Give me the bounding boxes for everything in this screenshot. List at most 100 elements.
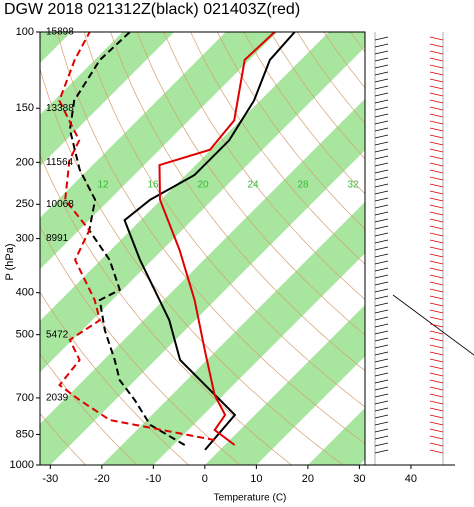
wind-barb <box>374 316 389 321</box>
dry-adiabat <box>216 32 365 230</box>
dry-adiabat <box>40 353 138 465</box>
dry-adiabat <box>163 32 365 300</box>
wind-barb <box>374 260 389 265</box>
wind-barb <box>374 106 389 111</box>
wind-barb <box>429 176 444 181</box>
wind-barb <box>429 197 444 202</box>
wind-barb <box>429 414 444 419</box>
mixing-ratio-label: 28 <box>297 180 309 191</box>
dry-adiabat <box>40 153 292 465</box>
wind-barbs <box>374 32 474 465</box>
wind-barb <box>429 57 444 62</box>
wind-barb <box>429 421 444 426</box>
wind-barb <box>374 134 389 139</box>
y-tick-label: 500 <box>16 329 34 341</box>
wind-barb <box>429 330 444 335</box>
wind-barb <box>429 106 444 111</box>
wind-barb <box>374 155 389 160</box>
isotherm-band <box>101 201 365 465</box>
wind-barb <box>374 288 389 293</box>
wind-barb <box>429 204 444 209</box>
x-tick-label: 30 <box>353 473 365 485</box>
wind-barb <box>374 428 389 433</box>
wind-barb <box>429 337 444 342</box>
wind-barb <box>374 50 389 55</box>
wind-barb <box>374 64 389 69</box>
wind-barb <box>429 386 444 391</box>
wind-barb <box>374 330 389 335</box>
isotherm-bands <box>40 32 474 465</box>
wind-barb <box>429 351 444 356</box>
dry-adiabat <box>457 32 474 465</box>
wind-barb <box>429 211 444 216</box>
height-label: 8991 <box>46 233 69 244</box>
wind-barb <box>374 358 389 363</box>
wind-barb <box>374 393 389 398</box>
y-tick-label: 300 <box>16 232 34 244</box>
wind-barb <box>374 36 389 41</box>
wind-barb <box>374 92 389 97</box>
wind-barb <box>374 169 389 174</box>
wind-barb <box>429 148 444 153</box>
wind-barb <box>374 57 389 62</box>
wind-barb <box>429 372 444 377</box>
x-tick-label: 0 <box>202 473 208 485</box>
dry-adiabat <box>404 32 474 465</box>
wind-barb <box>374 218 389 223</box>
wind-barb <box>374 309 389 314</box>
wind-barb <box>429 120 444 125</box>
grid <box>36 31 412 469</box>
y-tick-label: 700 <box>16 392 34 404</box>
wind-barb <box>429 134 444 139</box>
dry-adiabat <box>40 291 189 465</box>
wind-barb <box>374 113 389 118</box>
wind-barb <box>429 344 444 349</box>
wind-barb <box>429 113 444 118</box>
wind-barb <box>374 400 389 405</box>
wind-barb <box>374 351 389 356</box>
wind-barb <box>374 267 389 272</box>
dry-adiabat <box>56 32 365 445</box>
y-tick-label: 250 <box>16 198 34 210</box>
mixing-ratio-label: 12 <box>97 180 109 191</box>
temperature-line <box>123 32 296 451</box>
y-tick-label: 100 <box>16 26 34 38</box>
wind-barb <box>429 71 444 76</box>
dry-adiabat <box>83 32 365 408</box>
wind-barb <box>429 225 444 230</box>
wind-barb <box>429 141 444 146</box>
y-tick-label: 150 <box>16 102 34 114</box>
temperature-line <box>158 32 276 446</box>
wind-barb <box>429 85 444 90</box>
wind-barb <box>374 99 389 104</box>
mixing-ratio-label: 20 <box>197 180 209 191</box>
wind-barb <box>429 99 444 104</box>
wind-barb <box>374 274 389 279</box>
wind-barb <box>429 162 444 167</box>
wind-barb <box>374 253 389 258</box>
wind-barb <box>429 309 444 314</box>
dry-adiabat <box>136 32 365 336</box>
wind-barb <box>374 407 389 412</box>
wind-barb <box>429 358 444 363</box>
wind-barb <box>374 211 389 216</box>
wind-barb <box>374 204 389 209</box>
isotherm-band <box>40 32 72 64</box>
wind-barb <box>429 407 444 412</box>
wind-barb <box>429 428 444 433</box>
isotherm-band <box>411 32 474 465</box>
y-tick-label: 400 <box>16 287 34 299</box>
wind-barb <box>374 141 389 146</box>
height-label: 11564 <box>46 157 74 168</box>
mixing-ratio-label: 32 <box>347 180 359 191</box>
wind-barb <box>429 50 444 55</box>
wind-barb <box>429 64 444 69</box>
wind-barb <box>429 323 444 328</box>
wind-barb <box>429 169 444 174</box>
wind-barb <box>374 120 389 125</box>
x-tick-label: 10 <box>250 473 262 485</box>
dry-adiabat <box>110 32 365 372</box>
wind-barb <box>374 323 389 328</box>
wind-barb <box>429 183 444 188</box>
